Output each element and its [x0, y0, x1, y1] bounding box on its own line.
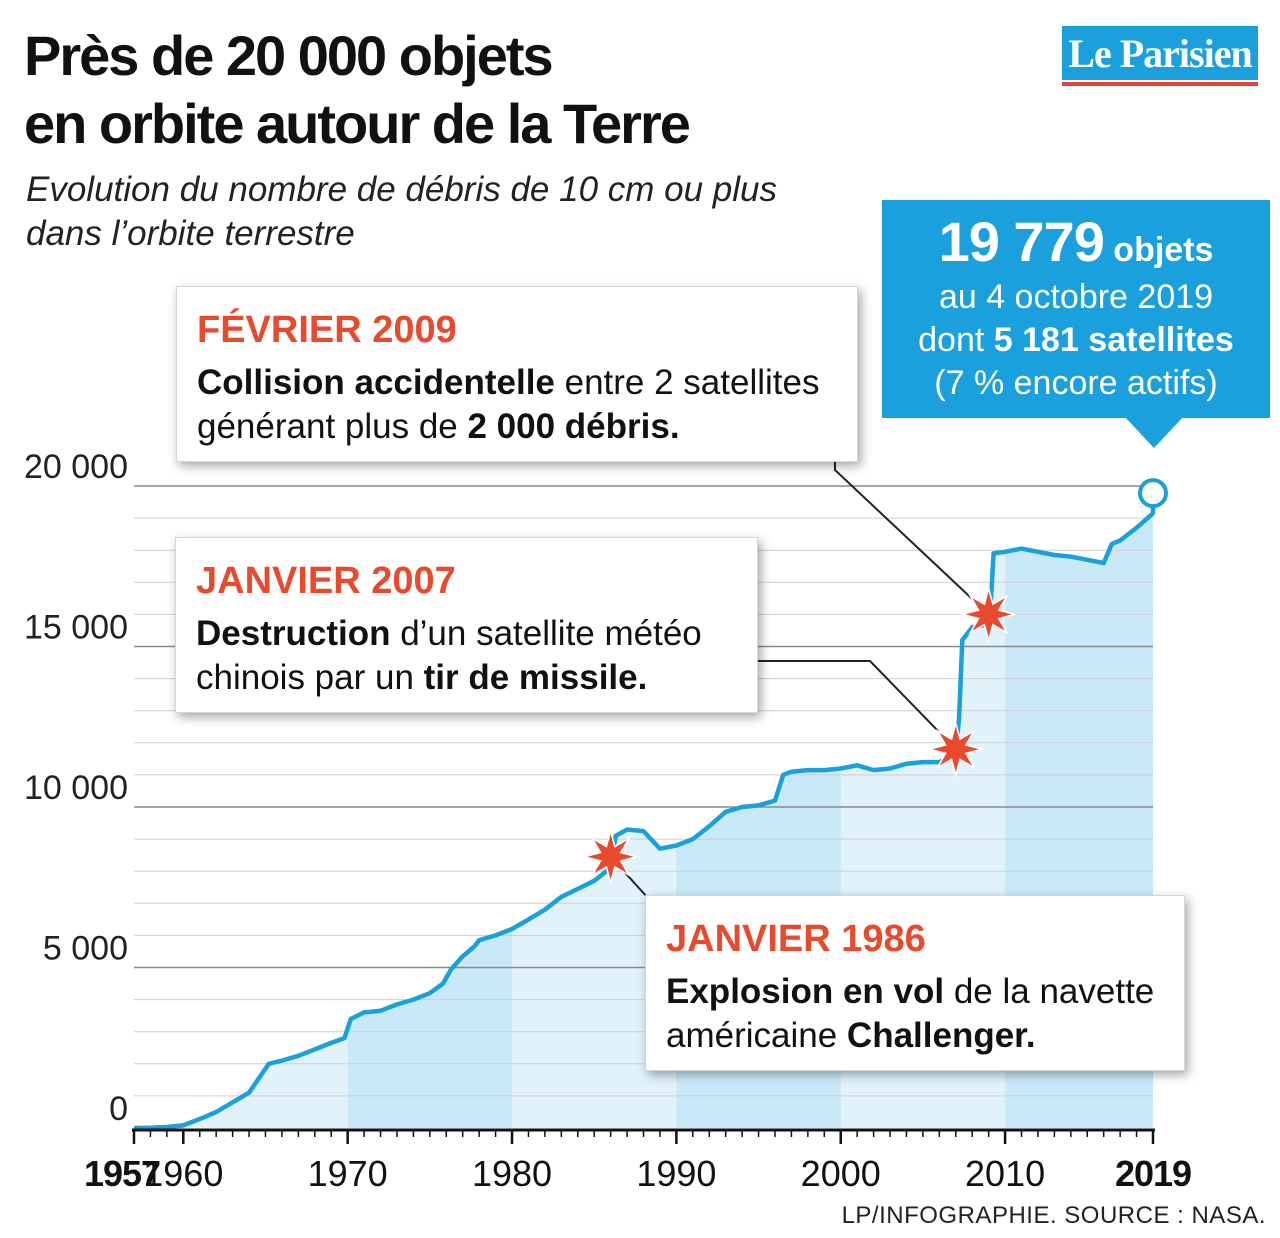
connector-line-2009 [834, 462, 990, 616]
le-parisien-logo: Le Parisien [1062, 26, 1258, 80]
summary-box: 19 779 objets au 4 octobre 2019 dont 5 1… [882, 200, 1270, 418]
callout-line-2: générant plus de 2 000 débris. [197, 405, 837, 449]
callout-line-2: américaine Challenger. [666, 1014, 1164, 1058]
callout-text: d’un satellite météo [390, 614, 702, 653]
summary-pointer [1124, 416, 1184, 448]
event-star-marker [926, 720, 985, 779]
callout-title: JANVIER 2007 [196, 560, 456, 602]
callout-line-2: chinois par un tir de missile. [196, 656, 737, 700]
callout-text: entre 2 satellites [554, 363, 820, 402]
callout-bold: 2 000 débris. [467, 407, 680, 446]
callout-title: JANVIER 1986 [666, 918, 926, 960]
y-tick-label: 0 [109, 1090, 128, 1128]
summary-count-line: 19 779 objets [882, 214, 1270, 276]
x-tick-label: 1980 [472, 1153, 552, 1194]
chart-title: Près de 20 000 objets en orbite autour d… [24, 22, 691, 158]
event-star-marker [581, 827, 640, 886]
x-tick-label: 1970 [308, 1153, 388, 1194]
y-tick-label: 15 000 [24, 609, 128, 647]
callout-bold: Collision accidentelle [197, 363, 555, 402]
callout-text: américaine [666, 1016, 847, 1055]
x-tick-label: 2019 [1115, 1153, 1191, 1194]
callout-feb-2009: FÉVRIER 2009 Collision accidentelle entr… [176, 286, 858, 462]
title-line-2: en orbite autour de la Terre [24, 92, 691, 155]
callout-text: de la navette [944, 972, 1155, 1011]
summary-satellites-line: dont 5 181 satellites [882, 319, 1270, 362]
summary-count: 19 779 [938, 210, 1105, 273]
callout-line-1: Explosion en vol de la navette [666, 970, 1164, 1014]
callout-bold: tir de missile. [423, 658, 648, 697]
callout-title: FÉVRIER 2009 [197, 309, 457, 351]
end-point-circle [1138, 478, 1168, 509]
x-tick-label: 1990 [636, 1153, 716, 1194]
source-credit: LP/INFOGRAPHIE. SOURCE : NASA. [841, 1202, 1266, 1229]
summary-count-unit: objets [1113, 231, 1214, 269]
summary-sat-prefix: dont [918, 321, 985, 359]
summary-date: au 4 octobre 2019 [938, 278, 1214, 316]
callout-text: générant plus de [197, 407, 468, 446]
y-tick-label: 20 000 [24, 448, 128, 486]
summary-active: (7 % encore actifs) [934, 364, 1218, 402]
x-tick-label: 1960 [143, 1153, 223, 1194]
x-tick-label: 2010 [965, 1153, 1045, 1194]
subtitle-line-2: dans l’orbite terrestre [26, 214, 355, 253]
callout-jan-2007: JANVIER 2007 Destruction d’un satellite … [175, 537, 758, 713]
summary-sat-value: 5 181 satellites [993, 321, 1234, 359]
data-line [133, 493, 1156, 1131]
connector-line-2007 [758, 660, 957, 750]
callout-line-1: Destruction d’un satellite météo [196, 612, 737, 656]
event-star-marker [959, 585, 1018, 644]
callout-bold: Destruction [196, 614, 391, 653]
title-line-1: Près de 20 000 objets [24, 24, 554, 87]
callout-bold: Explosion en vol [666, 972, 945, 1011]
y-tick-label: 5 000 [43, 930, 128, 968]
x-tick-label: 2000 [801, 1153, 881, 1194]
callout-jan-1986: JANVIER 1986 Explosion en vol de la nave… [645, 895, 1185, 1071]
callout-line-1: Collision accidentelle entre 2 satellite… [197, 361, 837, 405]
callout-text: chinois par un [196, 658, 424, 697]
logo-text: Le Parisien [1068, 30, 1252, 76]
callout-bold: Challenger. [846, 1016, 1036, 1055]
x-tick-label: 1957 [84, 1153, 160, 1194]
subtitle-line-1: Evolution du nombre de débris de 10 cm o… [26, 170, 778, 209]
logo-underline [1062, 82, 1258, 86]
chart-subtitle: Evolution du nombre de débris de 10 cm o… [26, 168, 777, 256]
y-tick-label: 10 000 [24, 769, 128, 807]
